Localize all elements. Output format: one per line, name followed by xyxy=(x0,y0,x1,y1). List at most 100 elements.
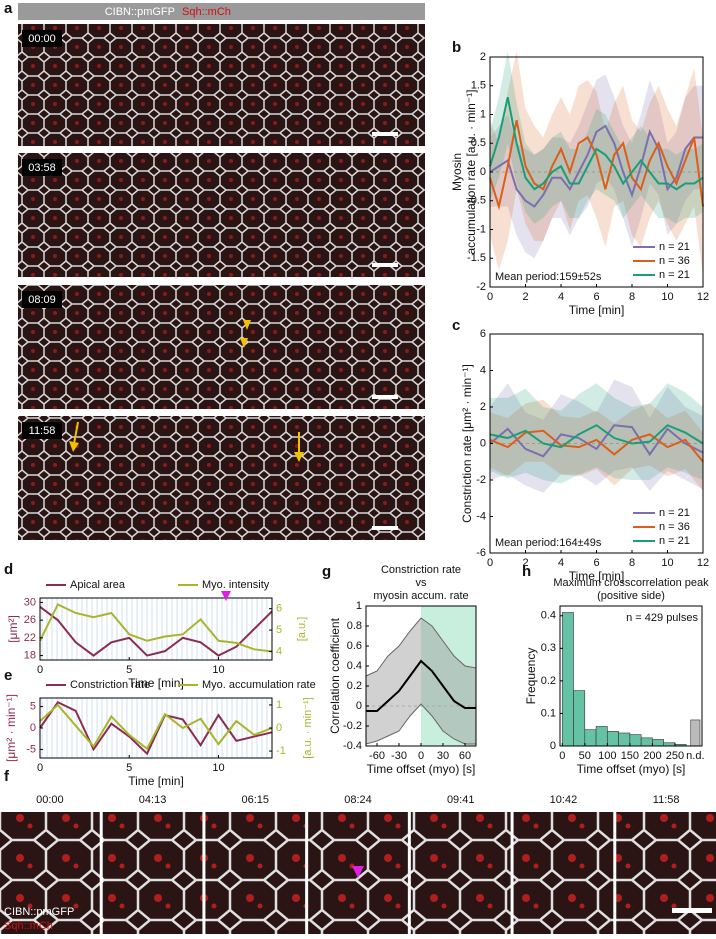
time-label: 08:24 xyxy=(344,794,372,806)
y2-tick-label: 4 xyxy=(276,645,282,657)
micrograph xyxy=(18,24,425,146)
legend-label: n = 21 xyxy=(659,535,690,547)
x-axis-label: Time [min] xyxy=(569,303,625,317)
y-tick-label: 30 xyxy=(24,596,36,608)
bar xyxy=(652,739,664,747)
arrow xyxy=(73,421,79,445)
y-tick-label: -5 xyxy=(26,743,36,755)
micrograph xyxy=(18,416,425,540)
x-tick-label: 0 xyxy=(487,291,493,303)
bar xyxy=(690,719,701,747)
y2-tick-label: 5 xyxy=(276,624,282,636)
y-tick-label: -6 xyxy=(476,547,486,559)
y-tick-label: 0 xyxy=(356,700,362,712)
time-box xyxy=(22,30,62,47)
y-tick-label: 2 xyxy=(480,51,486,63)
time-label: 00:00 xyxy=(36,794,64,806)
y2-tick-label: -1 xyxy=(276,745,286,757)
error-band xyxy=(490,51,703,224)
x-tick-label: 100 xyxy=(598,750,616,762)
error-band xyxy=(490,379,703,493)
x-tick-label: 0 xyxy=(559,750,565,762)
chart-title: Constriction rate xyxy=(381,564,461,576)
bar xyxy=(607,731,619,747)
x-tick-label: 0 xyxy=(487,557,493,569)
x-axis-label: Time offset (myo) [s] xyxy=(577,762,686,776)
x-tick-label: 2 xyxy=(522,557,528,569)
y-tick-label: 0.2 xyxy=(347,680,362,692)
micrograph xyxy=(513,812,614,934)
bar xyxy=(584,729,597,747)
scale-bar xyxy=(372,395,398,399)
y-axis-label: accumulation rate [a.u. · min⁻¹] xyxy=(464,89,478,254)
arrowhead xyxy=(352,866,364,878)
x-tick-label: 50 xyxy=(579,750,591,762)
time-label: 04:13 xyxy=(139,794,167,806)
line xyxy=(489,124,703,208)
chart-title: vs xyxy=(416,577,428,589)
legend-label: Constriction rate xyxy=(70,679,150,691)
time-label: 10:42 xyxy=(550,794,578,806)
y-tick-label: 1.5 xyxy=(471,80,486,92)
x-tick-label: 150 xyxy=(621,750,639,762)
bar xyxy=(573,690,586,747)
line xyxy=(39,606,273,657)
annotation: Mean period:159±52s xyxy=(495,271,602,283)
x-tick-label: 0 xyxy=(37,762,43,774)
x-tick-label: 2 xyxy=(522,291,528,303)
error-band xyxy=(490,51,703,276)
legend-label: n = 36 xyxy=(659,255,690,267)
line xyxy=(366,659,476,712)
micrograph xyxy=(18,285,425,409)
line xyxy=(489,97,704,191)
y-tick-label: 0 xyxy=(550,740,556,752)
x-tick-label: 4 xyxy=(558,291,564,303)
legend-label: Apical area xyxy=(70,579,126,591)
x-tick-label: 6 xyxy=(593,557,599,569)
y-tick-label: -2 xyxy=(476,281,486,293)
x-tick-label: 12 xyxy=(697,557,709,569)
time-box xyxy=(22,159,62,176)
background xyxy=(40,598,272,660)
y2-tick-label: 6 xyxy=(276,603,282,615)
y-tick-label: 1 xyxy=(356,600,362,612)
y-tick-label: 0 xyxy=(480,437,486,449)
line xyxy=(489,429,704,463)
y-tick-label: 26 xyxy=(24,614,36,626)
y-tick-label: 0.4 xyxy=(347,660,362,672)
y2-tick-label: 1 xyxy=(276,699,282,711)
channel-label: Sqh::mCh xyxy=(4,920,53,932)
arrowhead xyxy=(240,338,248,348)
time-label: 08:09 xyxy=(28,294,56,306)
background xyxy=(40,698,272,758)
line xyxy=(489,120,704,211)
legend-label: Myo. intensity xyxy=(202,579,270,591)
x-tick-label: 5 xyxy=(126,762,132,774)
y-tick-label: 0.1 xyxy=(541,707,556,719)
y-tick-label: 0.4 xyxy=(541,610,556,622)
time-box xyxy=(22,291,62,308)
y-tick-label: 0 xyxy=(480,166,486,178)
x-tick-label: n.d. xyxy=(686,750,704,762)
x-tick-label: 12 xyxy=(697,291,709,303)
x-tick-label: 10 xyxy=(212,664,224,676)
y-tick-label: 0 xyxy=(30,722,36,734)
legend-label: n = 36 xyxy=(659,521,690,533)
y2-axis-label: [a.u. · min⁻¹] xyxy=(302,697,314,758)
x-tick-label: 0 xyxy=(37,664,43,676)
x-tick-label: 6 xyxy=(593,291,599,303)
chart-title: Maximum crosscorrelation peak xyxy=(553,577,709,589)
x-tick-label: 60 xyxy=(459,750,471,762)
y-tick-label: 5 xyxy=(30,700,36,712)
x-tick-label: 5 xyxy=(126,664,132,676)
micrograph xyxy=(410,812,511,934)
y-tick-label: -1.5 xyxy=(467,252,486,264)
x-tick-label: 8 xyxy=(629,557,635,569)
y-tick-label: 18 xyxy=(24,649,36,661)
micrograph xyxy=(0,812,100,934)
scale-bar xyxy=(672,908,712,913)
line xyxy=(489,424,704,458)
header-label: Sqh::mCh xyxy=(182,6,231,18)
y-axis-label: Correlation coefficient xyxy=(328,617,342,734)
panel-label: d xyxy=(4,561,13,578)
